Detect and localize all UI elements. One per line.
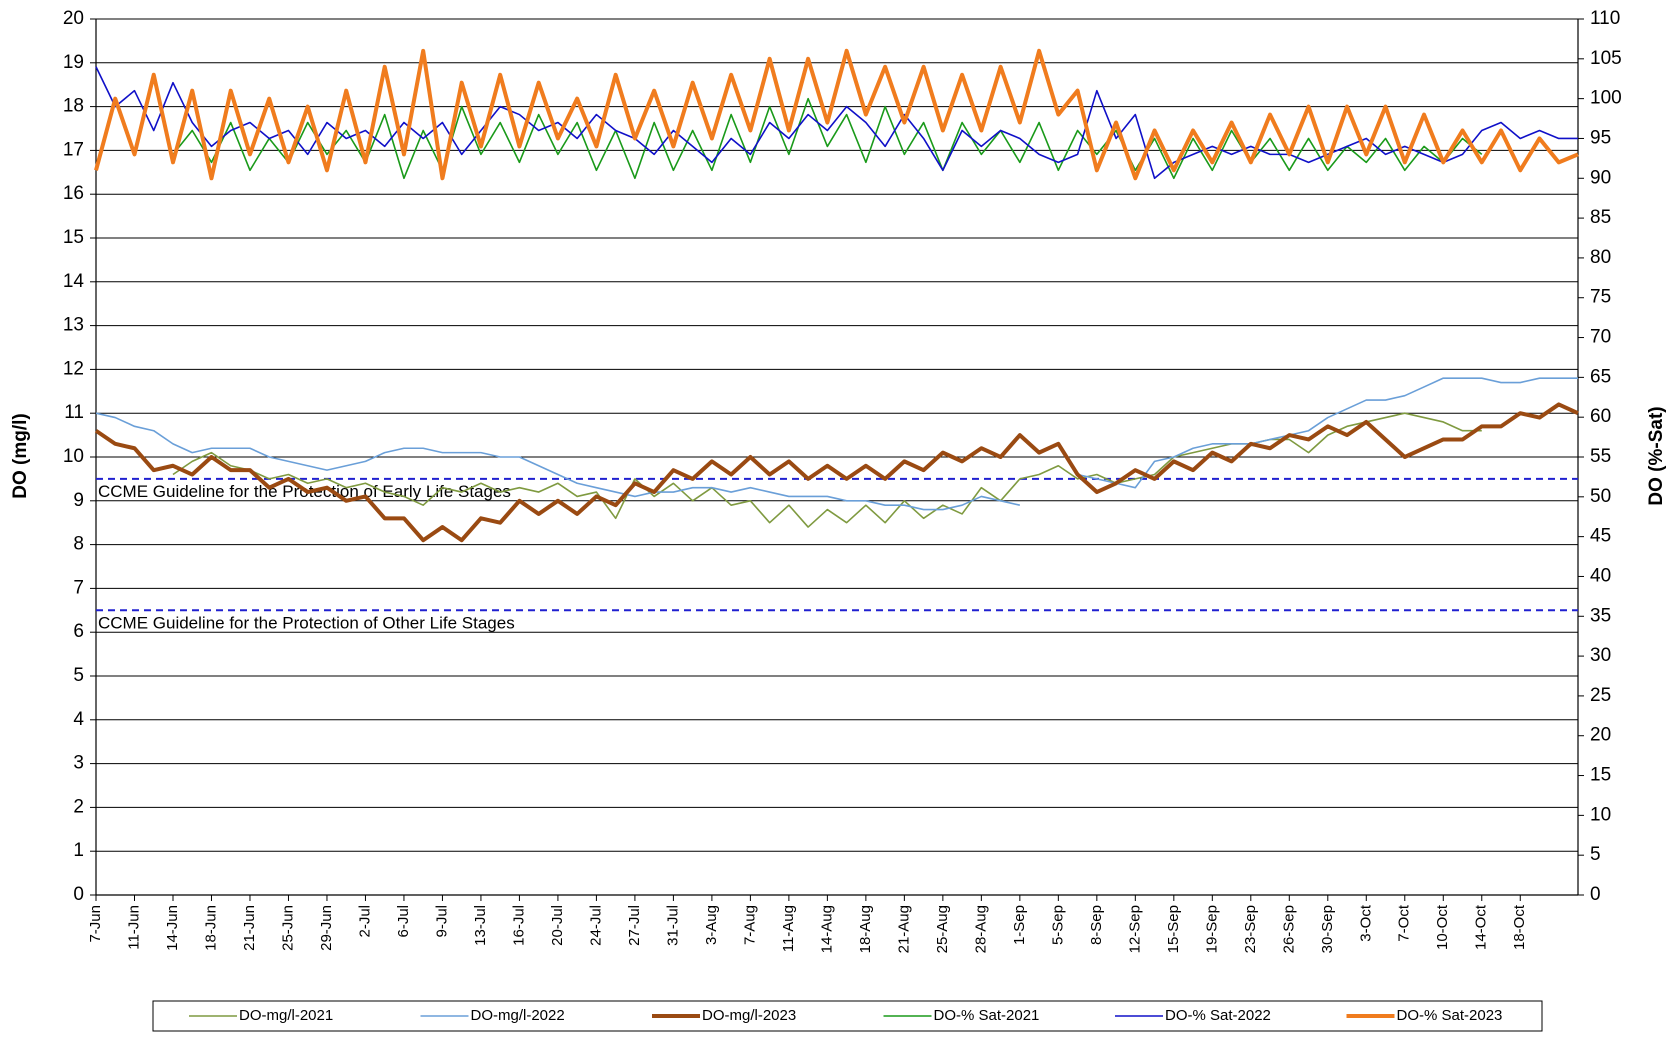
series-line bbox=[172, 97, 1483, 180]
y-tick-label: 3 bbox=[73, 753, 84, 774]
x-tick-label: 11-Aug bbox=[780, 905, 797, 952]
legend-label: DO-% Sat-2022 bbox=[1165, 1007, 1271, 1024]
y2-tick-label: 105 bbox=[1590, 48, 1622, 69]
x-tick-label: 30-Sep bbox=[1319, 905, 1336, 953]
y2-tick-label: 75 bbox=[1590, 287, 1611, 308]
x-tick-label: 2-Jul bbox=[356, 905, 373, 938]
y2-tick-label: 50 bbox=[1590, 486, 1611, 507]
y2-tick-label: 60 bbox=[1590, 406, 1611, 427]
y2-tick-label: 5 bbox=[1590, 844, 1601, 865]
y-tick-label: 11 bbox=[64, 402, 84, 423]
y-tick-label: 10 bbox=[63, 446, 84, 467]
y2-tick-label: 45 bbox=[1590, 526, 1611, 547]
y-tick-label: 4 bbox=[73, 709, 84, 730]
y-tick-label: 8 bbox=[73, 534, 84, 555]
y-tick-label: 19 bbox=[63, 52, 84, 73]
legend-box bbox=[152, 1000, 1543, 1032]
x-tick-label: 13-Jul bbox=[472, 905, 489, 946]
x-tick-label: 18-Oct bbox=[1511, 904, 1528, 950]
x-tick-label: 10-Oct bbox=[1434, 904, 1451, 950]
y2-tick-label: 55 bbox=[1590, 446, 1611, 467]
x-tick-label: 29-Jun bbox=[318, 905, 335, 951]
series-line bbox=[94, 48, 1579, 181]
x-tick-label: 5-Sep bbox=[1049, 905, 1066, 945]
y-tick-label: 18 bbox=[63, 96, 84, 117]
y2-tick-label: 70 bbox=[1590, 327, 1611, 348]
x-tick-label: 7-Jun bbox=[87, 905, 104, 943]
y2-axis-title: DO (%-Sat) bbox=[1646, 406, 1667, 505]
x-tick-label: 28-Aug bbox=[972, 905, 989, 953]
y2-tick-label: 30 bbox=[1590, 645, 1611, 666]
x-tick-label: 1-Sep bbox=[1011, 905, 1028, 945]
x-tick-label: 3-Oct bbox=[1357, 904, 1374, 942]
x-tick-label: 26-Sep bbox=[1280, 905, 1297, 953]
legend-label: DO-% Sat-2023 bbox=[1397, 1007, 1503, 1024]
y-tick-label: 20 bbox=[63, 8, 84, 29]
reference-label: CCME Guideline for the Protection of Oth… bbox=[98, 613, 515, 632]
x-tick-label: 15-Sep bbox=[1165, 905, 1182, 953]
legend-label: DO-mg/l-2022 bbox=[471, 1007, 565, 1024]
y2-tick-label: 65 bbox=[1590, 366, 1611, 387]
x-tick-label: 24-Jul bbox=[587, 905, 604, 946]
y2-tick-label: 80 bbox=[1590, 247, 1611, 268]
x-tick-label: 9-Jul bbox=[433, 905, 450, 938]
y-tick-label: 9 bbox=[73, 490, 84, 511]
series-line bbox=[94, 402, 1579, 543]
x-tick-label: 11-Jun bbox=[125, 905, 142, 950]
x-tick-label: 7-Aug bbox=[741, 905, 758, 945]
y-tick-label: 15 bbox=[63, 227, 84, 248]
x-tick-label: 12-Sep bbox=[1126, 905, 1143, 953]
x-tick-label: 23-Sep bbox=[1242, 905, 1259, 953]
x-tick-label: 16-Jul bbox=[510, 905, 527, 946]
legend-label: DO-mg/l-2021 bbox=[239, 1007, 333, 1024]
y2-tick-label: 20 bbox=[1590, 725, 1611, 746]
x-tick-label: 8-Sep bbox=[1088, 905, 1105, 945]
y-tick-label: 17 bbox=[63, 139, 84, 160]
x-tick-label: 3-Aug bbox=[703, 905, 720, 945]
y2-tick-label: 40 bbox=[1590, 565, 1611, 586]
x-tick-label: 25-Jun bbox=[279, 905, 296, 951]
y2-tick-label: 100 bbox=[1590, 88, 1622, 109]
legend-label: DO-% Sat-2021 bbox=[934, 1007, 1040, 1024]
y-tick-label: 1 bbox=[73, 840, 84, 861]
y-tick-label: 5 bbox=[73, 665, 84, 686]
x-tick-label: 7-Oct bbox=[1396, 904, 1413, 942]
x-tick-label: 31-Jul bbox=[664, 905, 681, 946]
y-tick-label: 2 bbox=[73, 796, 84, 817]
y-tick-label: 13 bbox=[63, 315, 84, 336]
y-axis-title: DO (mg/l) bbox=[10, 413, 31, 499]
x-tick-label: 27-Jul bbox=[626, 905, 643, 946]
y2-tick-label: 10 bbox=[1590, 804, 1611, 825]
y-tick-label: 12 bbox=[63, 358, 84, 379]
y-tick-label: 6 bbox=[73, 621, 84, 642]
series-line bbox=[95, 377, 1578, 511]
x-tick-label: 18-Aug bbox=[857, 905, 874, 953]
x-tick-label: 14-Aug bbox=[818, 905, 835, 953]
x-tick-label: 19-Sep bbox=[1203, 905, 1220, 953]
y-tick-label: 0 bbox=[73, 884, 84, 905]
x-tick-label: 18-Jun bbox=[202, 905, 219, 951]
x-tick-label: 14-Jun bbox=[164, 905, 181, 951]
legend-label: DO-mg/l-2023 bbox=[702, 1007, 796, 1024]
x-tick-label: 21-Aug bbox=[895, 905, 912, 953]
y-tick-label: 16 bbox=[63, 183, 84, 204]
y2-tick-label: 85 bbox=[1590, 207, 1611, 228]
y-tick-label: 7 bbox=[73, 577, 84, 598]
y2-tick-label: 0 bbox=[1590, 884, 1601, 905]
y2-tick-label: 110 bbox=[1590, 8, 1620, 29]
x-tick-label: 14-Oct bbox=[1473, 904, 1490, 950]
y2-tick-label: 35 bbox=[1590, 605, 1611, 626]
x-tick-label: 6-Jul bbox=[395, 905, 412, 938]
x-tick-label: 25-Aug bbox=[934, 905, 951, 953]
y-tick-label: 14 bbox=[63, 271, 85, 292]
y2-tick-label: 90 bbox=[1590, 167, 1611, 188]
x-tick-label: 20-Jul bbox=[549, 905, 566, 946]
y2-tick-label: 15 bbox=[1590, 765, 1611, 786]
y2-tick-label: 95 bbox=[1590, 127, 1611, 148]
x-tick-label: 21-Jun bbox=[241, 905, 258, 951]
y2-tick-label: 25 bbox=[1590, 685, 1611, 706]
